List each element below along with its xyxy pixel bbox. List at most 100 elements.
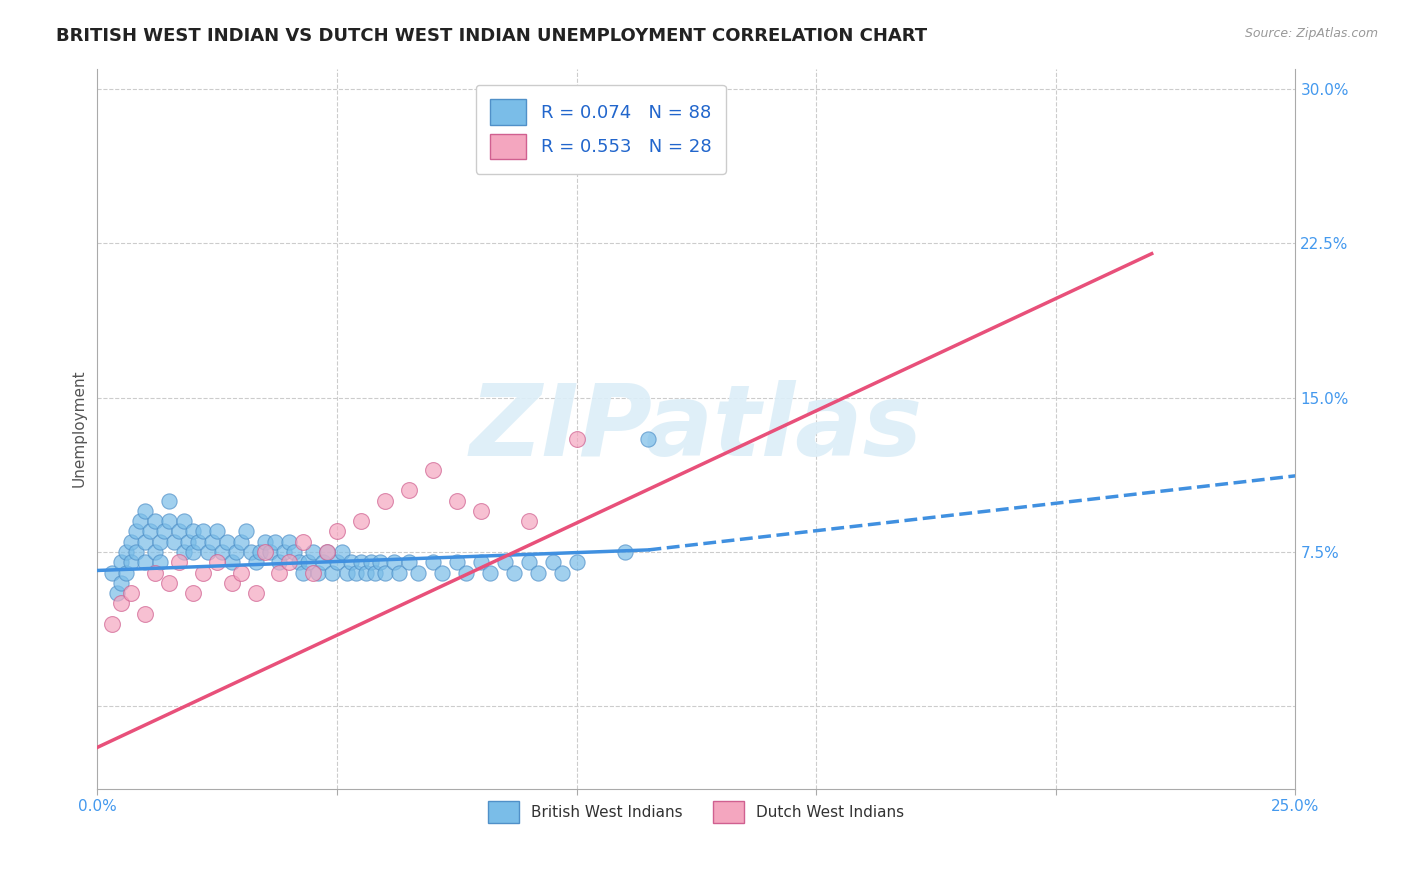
Point [254,534,277,549]
Point [637,432,659,446]
Point [181,524,204,539]
Point [245,555,267,569]
Point [249,545,271,559]
Point [235,524,257,539]
Point [287,555,309,569]
Point [221,575,243,590]
Point [446,493,468,508]
Point [551,566,574,580]
Point [350,514,373,528]
Point [143,566,166,580]
Point [205,555,228,569]
Point [613,545,636,559]
Text: Source: ZipAtlas.com: Source: ZipAtlas.com [1244,27,1378,40]
Point [302,545,325,559]
Point [125,545,148,559]
Point [221,555,243,569]
Point [565,432,588,446]
Point [153,524,176,539]
Point [384,555,406,569]
Point [110,555,132,569]
Point [181,545,204,559]
Point [120,586,142,600]
Point [283,545,305,559]
Point [273,545,295,559]
Point [422,555,444,569]
Point [326,555,349,569]
Point [408,566,430,580]
Point [388,566,411,580]
Point [177,534,200,549]
Point [254,545,277,559]
Point [167,555,190,569]
Text: ZIPatlas: ZIPatlas [470,380,922,477]
Point [446,555,468,569]
Point [229,566,252,580]
Point [398,483,420,498]
Point [278,534,301,549]
Point [225,545,247,559]
Point [456,566,478,580]
Point [302,566,325,580]
Point [374,493,396,508]
Point [167,524,190,539]
Point [479,566,502,580]
Point [541,555,564,569]
Point [340,555,363,569]
Point [360,555,382,569]
Point [134,607,156,621]
Point [100,616,122,631]
Point [191,524,214,539]
Point [470,555,492,569]
Point [269,566,291,580]
Point [368,555,391,569]
Point [187,534,209,549]
Point [197,545,219,559]
Point [157,514,180,528]
Point [432,566,454,580]
Point [297,555,319,569]
Point [143,514,166,528]
Point [494,555,516,569]
Point [398,555,420,569]
Point [517,514,540,528]
Point [364,566,387,580]
Point [211,545,233,559]
Point [292,534,315,549]
Point [292,566,315,580]
Point [269,555,291,569]
Point [344,566,367,580]
Point [422,463,444,477]
Point [134,534,156,549]
Point [350,555,373,569]
Point [149,534,172,549]
Point [110,596,132,610]
Point [181,586,204,600]
Point [134,555,156,569]
Legend: British West Indians, Dutch West Indians: British West Indians, Dutch West Indians [477,789,917,835]
Point [120,534,142,549]
Point [321,566,343,580]
Point [503,566,526,580]
Point [565,555,588,569]
Y-axis label: Unemployment: Unemployment [72,369,86,487]
Point [139,524,162,539]
Point [470,504,492,518]
Point [311,555,333,569]
Point [205,524,228,539]
Point [115,566,138,580]
Point [278,555,301,569]
Point [239,545,262,559]
Point [110,575,132,590]
Point [157,493,180,508]
Point [115,545,138,559]
Point [149,555,172,569]
Point [173,545,195,559]
Point [173,514,195,528]
Point [335,566,357,580]
Point [134,504,156,518]
Point [100,566,122,580]
Point [229,534,252,549]
Point [517,555,540,569]
Point [330,545,353,559]
